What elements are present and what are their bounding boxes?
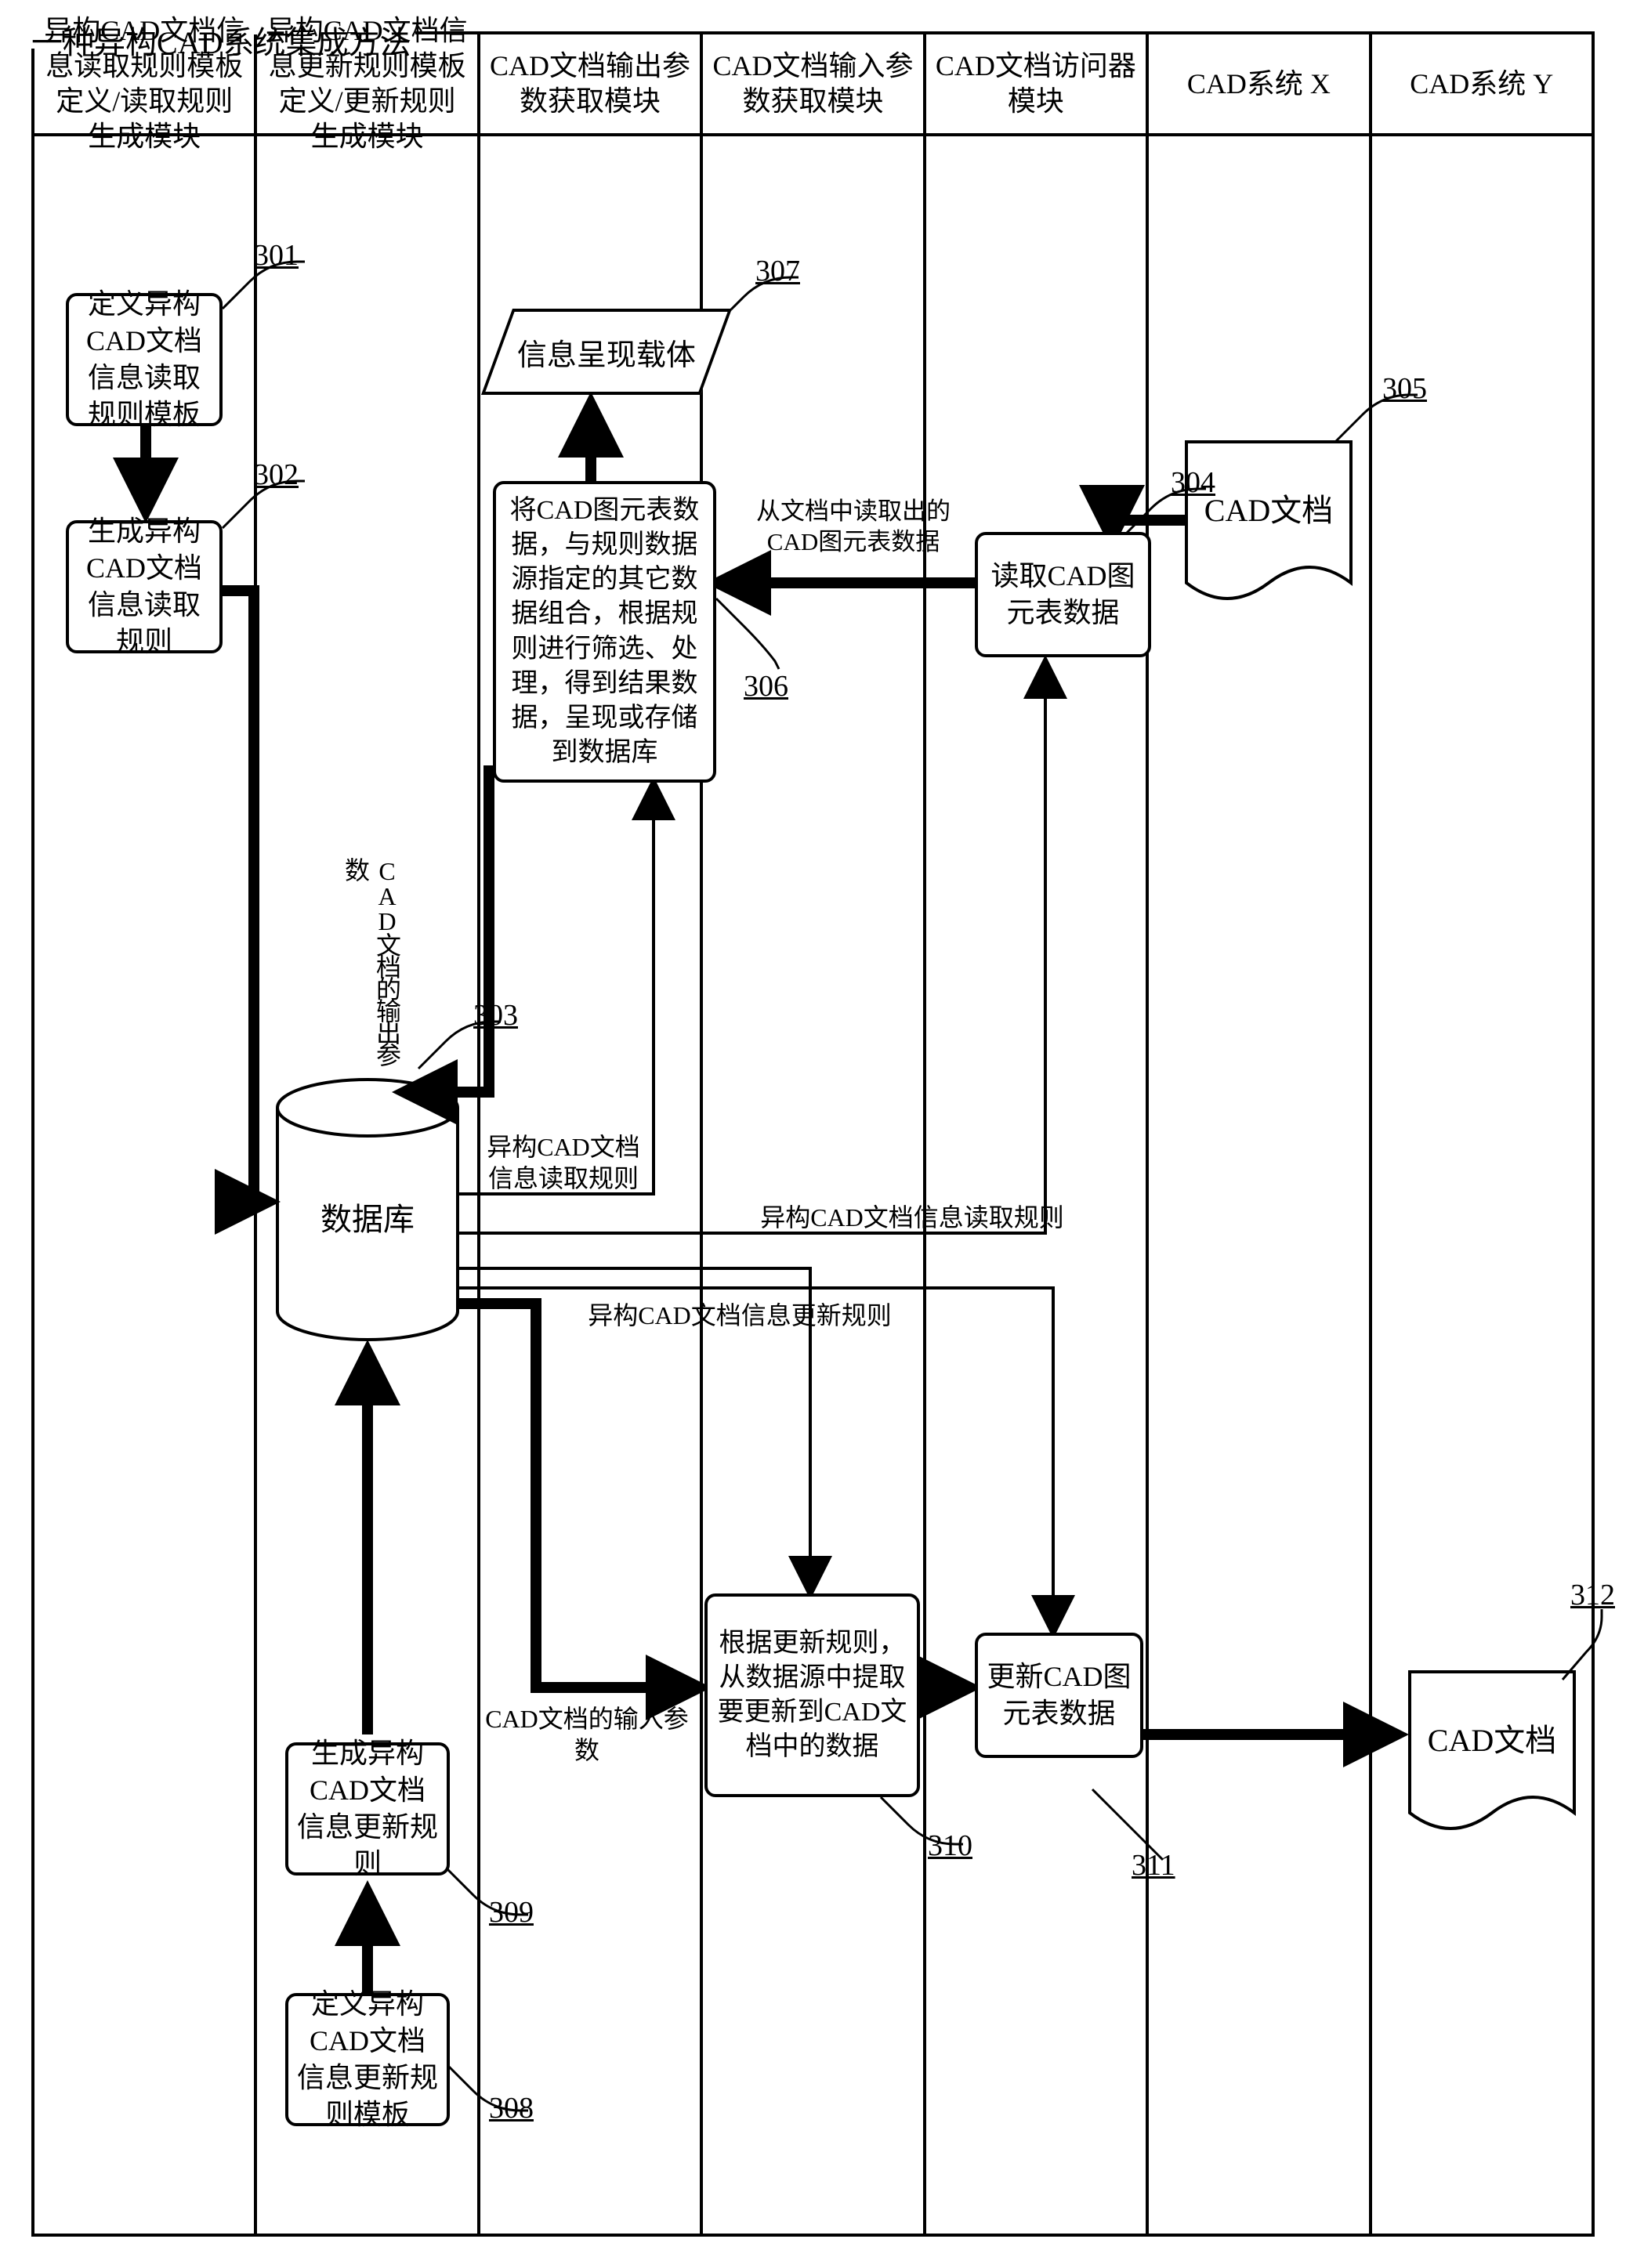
lane-7-header: CAD系统 Y: [1372, 34, 1592, 136]
node-307-label: 信息呈现载体: [517, 331, 696, 374]
node-309: 生成异构CAD文档信息更新规则: [285, 1742, 450, 1876]
lane-5-header: CAD文档访问器模块: [926, 34, 1146, 136]
node-303-label: 数据库: [320, 1194, 415, 1239]
ref-301: 301: [254, 238, 299, 273]
lane-4-body: [703, 136, 922, 2234]
node-305-label: CAD文档: [1202, 485, 1335, 530]
lane-5-body: [926, 136, 1146, 2234]
lane-2-body: [257, 136, 476, 2234]
edge-label-extracted-data: 从文档中读取出的CAD图元表数据: [740, 497, 967, 558]
lane-1-header: 异构CAD文档信息读取规则模板定义/读取规则生成模块: [34, 34, 254, 136]
edge-label-read-rule-2: 异构CAD文档信息读取规则: [755, 1202, 1069, 1233]
ref-302: 302: [254, 458, 299, 492]
lane-6: CAD系统 X: [1149, 34, 1371, 2234]
lane-7: CAD系统 Y: [1372, 34, 1592, 2234]
ref-309: 309: [489, 1895, 534, 1930]
ref-307: 307: [755, 254, 800, 288]
edge-label-read-rule-1: 异构CAD文档信息读取规则: [477, 1131, 650, 1194]
ref-311: 311: [1132, 1848, 1175, 1883]
lane-5: CAD文档访问器模块: [926, 34, 1149, 2234]
node-304: 读取CAD图元表数据: [975, 532, 1151, 657]
lane-7-body: [1372, 136, 1592, 2234]
ref-312: 312: [1570, 1578, 1615, 1612]
ref-308: 308: [489, 2091, 534, 2125]
node-311: 更新CAD图元表数据: [975, 1633, 1143, 1758]
lane-2: 异构CAD文档信息更新规则模板定义/更新规则生成模块: [257, 34, 480, 2234]
lane-2-header: 异构CAD文档信息更新规则模板定义/更新规则生成模块: [257, 34, 476, 136]
lane-6-header: CAD系统 X: [1149, 34, 1368, 136]
lane-4-header: CAD文档输入参数获取模块: [703, 34, 922, 136]
ref-306: 306: [744, 669, 788, 704]
lane-4: CAD文档输入参数获取模块: [703, 34, 925, 2234]
lane-1-body: [34, 136, 254, 2234]
node-307: 信息呈现载体: [481, 309, 732, 395]
node-302: 生成异构CAD文档信息读取规则: [66, 520, 223, 653]
edge-label-update-rule: 异构CAD文档信息更新规则: [583, 1300, 896, 1331]
node-310: 根据更新规则，从数据源中提取要更新到CAD文档中的数据: [704, 1593, 920, 1797]
ref-305: 305: [1382, 371, 1427, 406]
ref-310: 310: [928, 1829, 972, 1863]
node-308: 定义异构CAD文档信息更新规则模板: [285, 1993, 450, 2126]
node-301: 定义异构CAD文档信息读取规则模板: [66, 293, 223, 426]
lane-3-header: CAD文档输出参数获取模块: [480, 34, 700, 136]
ref-303: 303: [473, 998, 518, 1033]
edge-label-output-params: CAD文档的输出参数: [340, 857, 403, 1076]
lane-6-body: [1149, 136, 1368, 2234]
ref-304: 304: [1171, 465, 1215, 500]
swimlane-container: 异构CAD文档信息读取规则模板定义/读取规则生成模块 异构CAD文档信息更新规则…: [34, 34, 1592, 2234]
node-312-label: CAD文档: [1425, 1715, 1559, 1760]
edge-label-input-params: CAD文档的输入参数: [473, 1703, 701, 1766]
node-306: 将CAD图元表数据，与规则数据源指定的其它数据组合，根据规则进行筛选、处理，得到…: [493, 481, 716, 783]
diagram-frame: 一种异构CAD系统集成方法 异构CAD文档信息读取规则模板定义/读取规则生成模块…: [31, 31, 1595, 2237]
